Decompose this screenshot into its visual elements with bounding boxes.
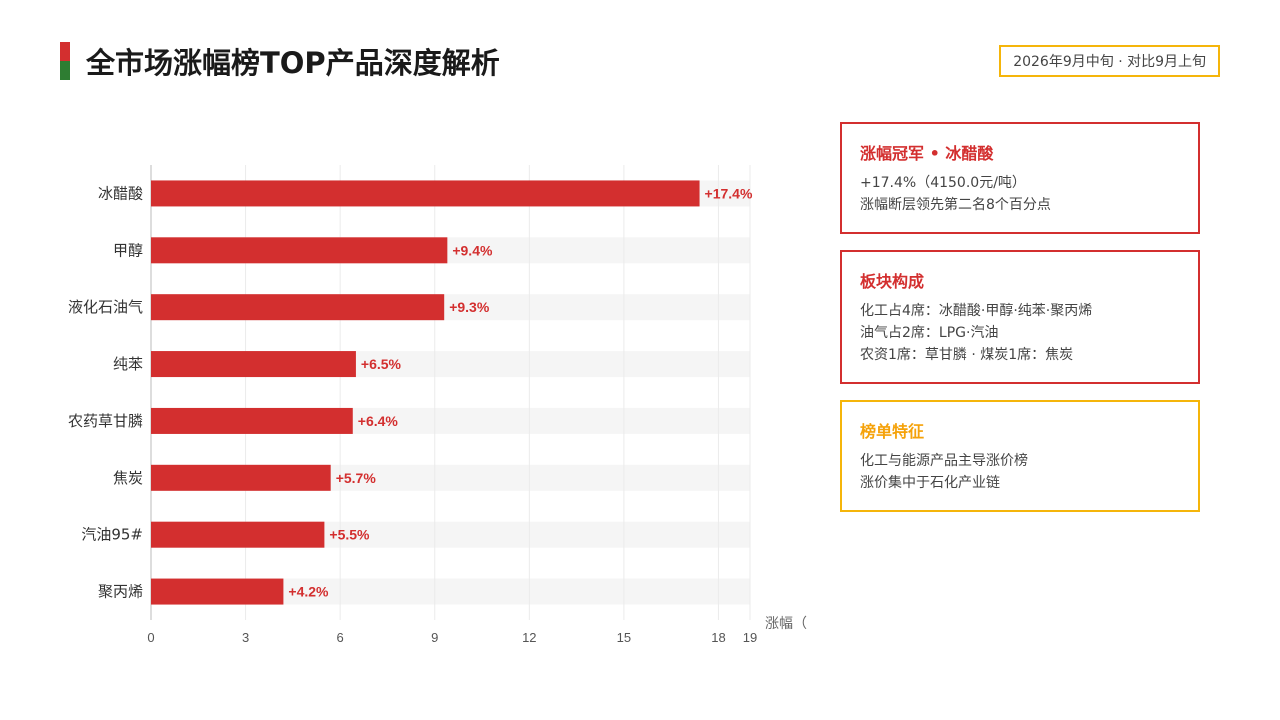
bar — [151, 407, 353, 434]
value-label: +4.2% — [288, 584, 329, 600]
card-features-title: 榜单特征 — [860, 422, 925, 441]
category-label: 农药草甘膦 — [68, 412, 143, 430]
date-badge: 2026年9月中旬 · 对比9月上旬 — [999, 45, 1220, 77]
value-label: +9.4% — [452, 242, 493, 258]
category-label: 聚丙烯 — [98, 583, 143, 601]
x-axis-label: 涨幅（ — [765, 616, 807, 632]
category-label: 冰醋酸 — [98, 184, 143, 202]
value-label: +6.5% — [361, 356, 402, 372]
category-label: 纯苯 — [113, 355, 143, 373]
x-tick-label: 6 — [337, 630, 344, 645]
bar — [151, 578, 284, 605]
value-label: +5.5% — [329, 527, 370, 543]
card-sector: 板块构成 化工占4席：冰醋酸·甲醇·纯苯·聚丙烯 油气占2席：LPG·汽油 农资… — [840, 250, 1200, 384]
title-accent-mark — [60, 42, 70, 80]
card-champion-line: 涨幅断层领先第二名8个百分点 — [860, 197, 1051, 213]
page-title: 全市场涨幅榜TOP产品深度解析 — [86, 46, 500, 80]
bar — [151, 351, 356, 378]
bar — [151, 294, 445, 321]
bar — [151, 464, 331, 491]
category-label: 液化石油气 — [68, 298, 143, 316]
category-label: 焦炭 — [113, 469, 143, 487]
bar-chart-svg: 冰醋酸 +17.4% 甲醇 +9.4% 液化石油气 +9.3% 纯苯 +6.5% 农药草甘膦 +6… — [68, 165, 807, 645]
bar — [151, 180, 700, 207]
card-sector-line: 农资1席：草甘膦 · 煤炭1席：焦炭 — [860, 347, 1074, 363]
bar — [151, 237, 448, 264]
card-features-line: 涨价集中于石化产业链 — [860, 475, 1000, 491]
x-tick-label: 15 — [617, 630, 631, 645]
bar-chart: 冰醋酸 +17.4% 甲醇 +9.4% 液化石油气 +9.3% 纯苯 +6.5% 农药草甘膦 +6… — [40, 150, 815, 660]
card-champion: 涨幅冠军 • 冰醋酸 +17.4%（4150.0元/吨） 涨幅断层领先第二名8个… — [840, 122, 1200, 234]
card-sector-title: 板块构成 — [860, 272, 925, 291]
value-label: +5.7% — [336, 470, 377, 486]
x-tick-label: 0 — [147, 630, 154, 645]
card-champion-line: +17.4%（4150.0元/吨） — [860, 175, 1026, 191]
x-tick-label: 19 — [743, 630, 757, 645]
card-features-line: 化工与能源产品主导涨价榜 — [860, 453, 1028, 469]
x-tick-label: 18 — [711, 630, 725, 645]
x-tick-label: 9 — [431, 630, 438, 645]
bar — [151, 521, 325, 548]
card-champion-title: 涨幅冠军 • 冰醋酸 — [860, 144, 994, 163]
value-label: +6.4% — [358, 413, 399, 429]
card-sector-line: 化工占4席：冰醋酸·甲醇·纯苯·聚丙烯 — [860, 303, 1093, 319]
card-features: 榜单特征 化工与能源产品主导涨价榜 涨价集中于石化产业链 — [840, 400, 1200, 512]
category-label: 汽油95# — [81, 526, 143, 544]
value-label: +9.3% — [449, 299, 490, 315]
title-bar: 全市场涨幅榜TOP产品深度解析 — [60, 40, 500, 82]
value-label: +17.4% — [705, 185, 753, 201]
card-sector-line: 油气占2席：LPG·汽油 — [860, 325, 999, 341]
insight-cards: 涨幅冠军 • 冰醋酸 +17.4%（4150.0元/吨） 涨幅断层领先第二名8个… — [840, 122, 1200, 528]
x-tick-label: 12 — [522, 630, 536, 645]
category-label: 甲醇 — [113, 241, 143, 259]
x-tick-label: 3 — [242, 630, 249, 645]
